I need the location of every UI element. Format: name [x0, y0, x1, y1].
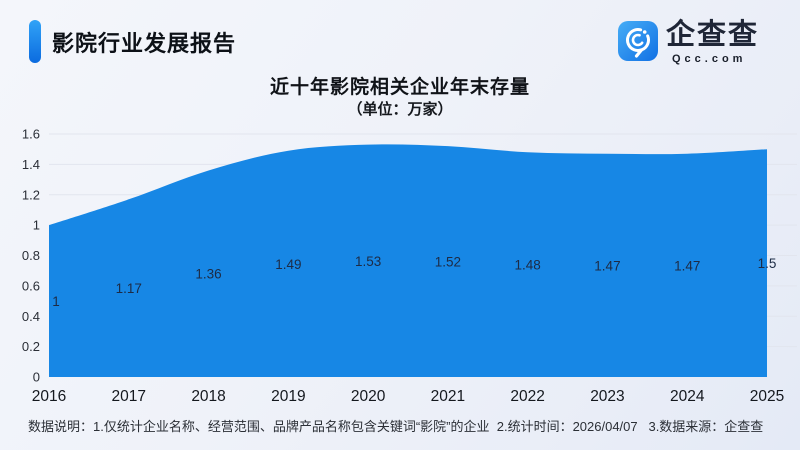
qcc-magnifier-icon — [618, 21, 658, 61]
data-source-note: 数据说明：1.仅统计企业名称、经营范围、品牌产品名称包含关键词“影院”的企业 2… — [28, 419, 764, 434]
chart-unit-subtitle: （单位：万家） — [347, 101, 453, 118]
y-axis-tick: 0.2 — [22, 339, 40, 354]
data-label: 1.49 — [275, 257, 301, 272]
report-title: 影院行业发展报告 — [52, 31, 237, 56]
y-axis-tick: 1.4 — [22, 157, 40, 172]
x-axis-tick: 2025 — [750, 388, 784, 405]
y-axis-tick: 0.6 — [22, 278, 40, 293]
data-label: 1.47 — [594, 258, 620, 273]
x-axis-tick: 2020 — [351, 388, 386, 405]
x-axis-tick: 2023 — [590, 388, 624, 405]
x-axis-tick: 2017 — [112, 388, 146, 405]
brand-domain: Qcc.com — [672, 53, 747, 65]
data-label: 1.47 — [674, 258, 700, 273]
data-label: 1.5 — [758, 256, 777, 271]
x-axis-tick: 2021 — [431, 388, 465, 405]
qcc-logo: 企查查 Qcc.com — [618, 21, 759, 65]
data-label: 1.53 — [355, 254, 381, 269]
y-axis-tick: 1.2 — [22, 187, 40, 202]
data-label: 1.36 — [195, 267, 221, 282]
y-axis-tick: 1.6 — [22, 127, 40, 142]
y-axis-tick: 0 — [33, 370, 40, 385]
x-axis-tick: 2018 — [191, 388, 225, 405]
y-axis-tick: 0.4 — [22, 309, 40, 324]
brand-name: 企查查 — [666, 19, 760, 51]
x-axis-tick: 2024 — [670, 388, 705, 405]
data-label: 1.48 — [515, 258, 541, 273]
title-accent-bar — [29, 20, 41, 63]
y-axis-tick: 1 — [33, 218, 40, 233]
qcc-logo-text: 企查查 Qcc.com — [666, 19, 760, 66]
data-label: 1.52 — [435, 255, 461, 270]
chart-title: 近十年影院相关企业年末存量 — [269, 77, 530, 98]
data-label: 1.17 — [116, 281, 142, 296]
x-axis-tick: 2022 — [510, 388, 544, 405]
y-axis-tick: 0.8 — [22, 248, 40, 263]
x-axis-tick: 2019 — [271, 388, 305, 405]
area-series — [49, 144, 767, 377]
x-axis-tick: 2016 — [32, 388, 66, 405]
data-label: 1 — [52, 294, 60, 309]
